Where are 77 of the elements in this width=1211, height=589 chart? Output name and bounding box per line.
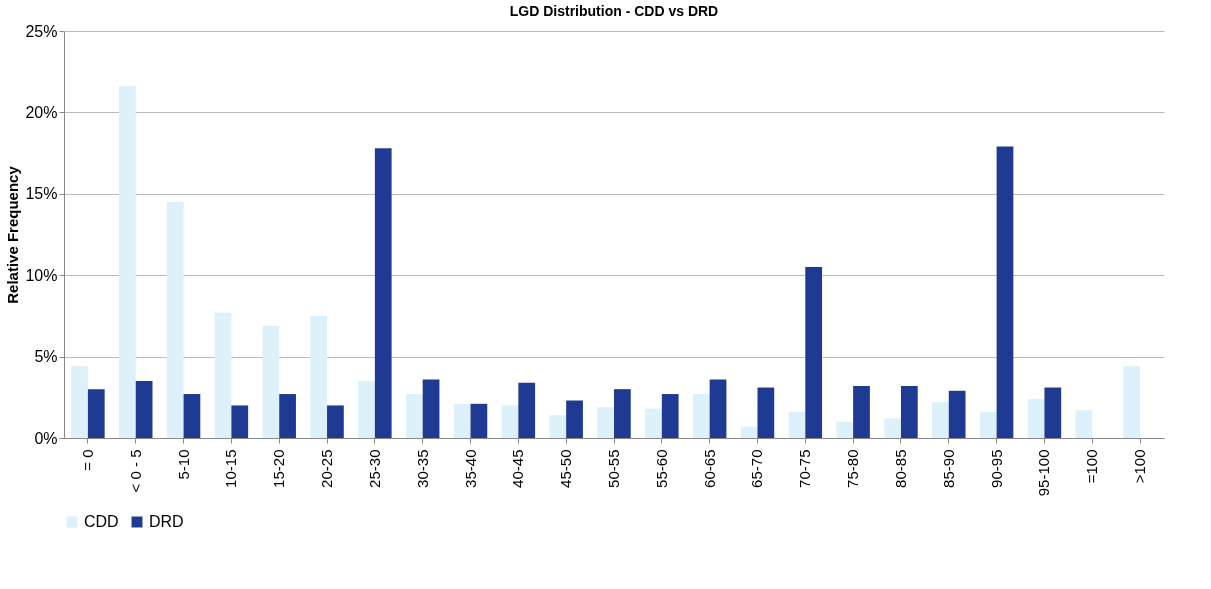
bar: [740, 426, 758, 438]
bar: [135, 381, 153, 438]
bar: [884, 418, 901, 438]
x-tick-label: 45-50: [557, 449, 575, 488]
bar: [453, 403, 471, 438]
x-tick-label: < 0 - 5: [126, 449, 144, 493]
bar: [932, 402, 949, 438]
x-tick-label: 30-35: [413, 449, 431, 488]
x-tick-label: 10-15: [222, 449, 240, 488]
bar: [279, 394, 296, 438]
bar: [310, 315, 328, 438]
x-tick-label: 80-85: [891, 449, 909, 488]
x-tick-label: = 0: [78, 449, 96, 471]
bar: [788, 411, 806, 438]
bar: [422, 379, 440, 438]
bar: [805, 267, 823, 438]
bar: [948, 390, 966, 438]
x-tick-label: 85-90: [939, 449, 957, 488]
bar: [470, 403, 488, 438]
x-tick-label: 20-25: [318, 449, 336, 488]
bar: [214, 312, 232, 438]
bar: [501, 405, 519, 438]
bar: [692, 394, 710, 438]
bar: [900, 385, 918, 438]
bar: [1075, 410, 1093, 438]
y-tick-label: 10%: [25, 266, 58, 284]
bar: [979, 411, 997, 438]
x-tick-label: 55-60: [652, 449, 670, 488]
x-tick-label: 5-10: [174, 449, 192, 480]
bar: [374, 148, 392, 438]
bar: [853, 385, 870, 438]
x-tick-label: =100: [1083, 449, 1101, 484]
bar: [757, 387, 775, 438]
bar: [661, 394, 679, 438]
bar: [87, 389, 105, 438]
bar: [1044, 387, 1062, 438]
bar: [1027, 398, 1045, 438]
bar: [597, 407, 614, 438]
bar: [709, 379, 727, 438]
bar: [405, 394, 423, 438]
y-tick-label: 5%: [34, 348, 58, 366]
y-tick-label: 15%: [25, 185, 58, 203]
bar: [836, 421, 854, 438]
bar: [327, 405, 344, 438]
x-tick-label: 95-100: [1035, 449, 1053, 497]
legend-label: CDD: [84, 513, 119, 530]
bar: [996, 146, 1014, 438]
bar: [549, 415, 567, 438]
legend-label: DRD: [149, 513, 184, 530]
bar: [166, 201, 184, 438]
bar: [614, 389, 631, 438]
x-tick-label: >100: [1131, 449, 1149, 484]
bar: [183, 394, 201, 438]
chart-title: LGD Distribution - CDD vs DRD: [509, 3, 719, 19]
bar: [231, 405, 249, 438]
x-tick-label: 35-40: [461, 449, 479, 488]
y-axis-title: Relative Frequency: [4, 165, 22, 304]
bar: [1123, 366, 1141, 438]
x-tick-label: 65-70: [748, 449, 766, 488]
bar: [645, 408, 662, 438]
bar: [71, 366, 88, 438]
x-tick-label: 15-20: [270, 449, 288, 488]
x-tick-label: 75-80: [844, 449, 862, 488]
x-tick-label: 90-95: [987, 449, 1005, 488]
bar: [566, 400, 583, 438]
x-tick-label: 25-30: [365, 449, 383, 488]
x-tick-label: 40-45: [509, 449, 527, 488]
x-tick-label: 60-65: [700, 449, 718, 488]
x-tick-label: 50-55: [605, 449, 622, 488]
y-tick-label: 0%: [34, 429, 58, 447]
bar: [358, 381, 375, 438]
bar: [262, 325, 280, 438]
x-tick-label: 70-75: [796, 449, 814, 488]
y-tick-label: 25%: [25, 22, 58, 40]
y-tick-label: 20%: [25, 103, 58, 121]
bar: [518, 382, 536, 438]
bar: [119, 86, 136, 438]
